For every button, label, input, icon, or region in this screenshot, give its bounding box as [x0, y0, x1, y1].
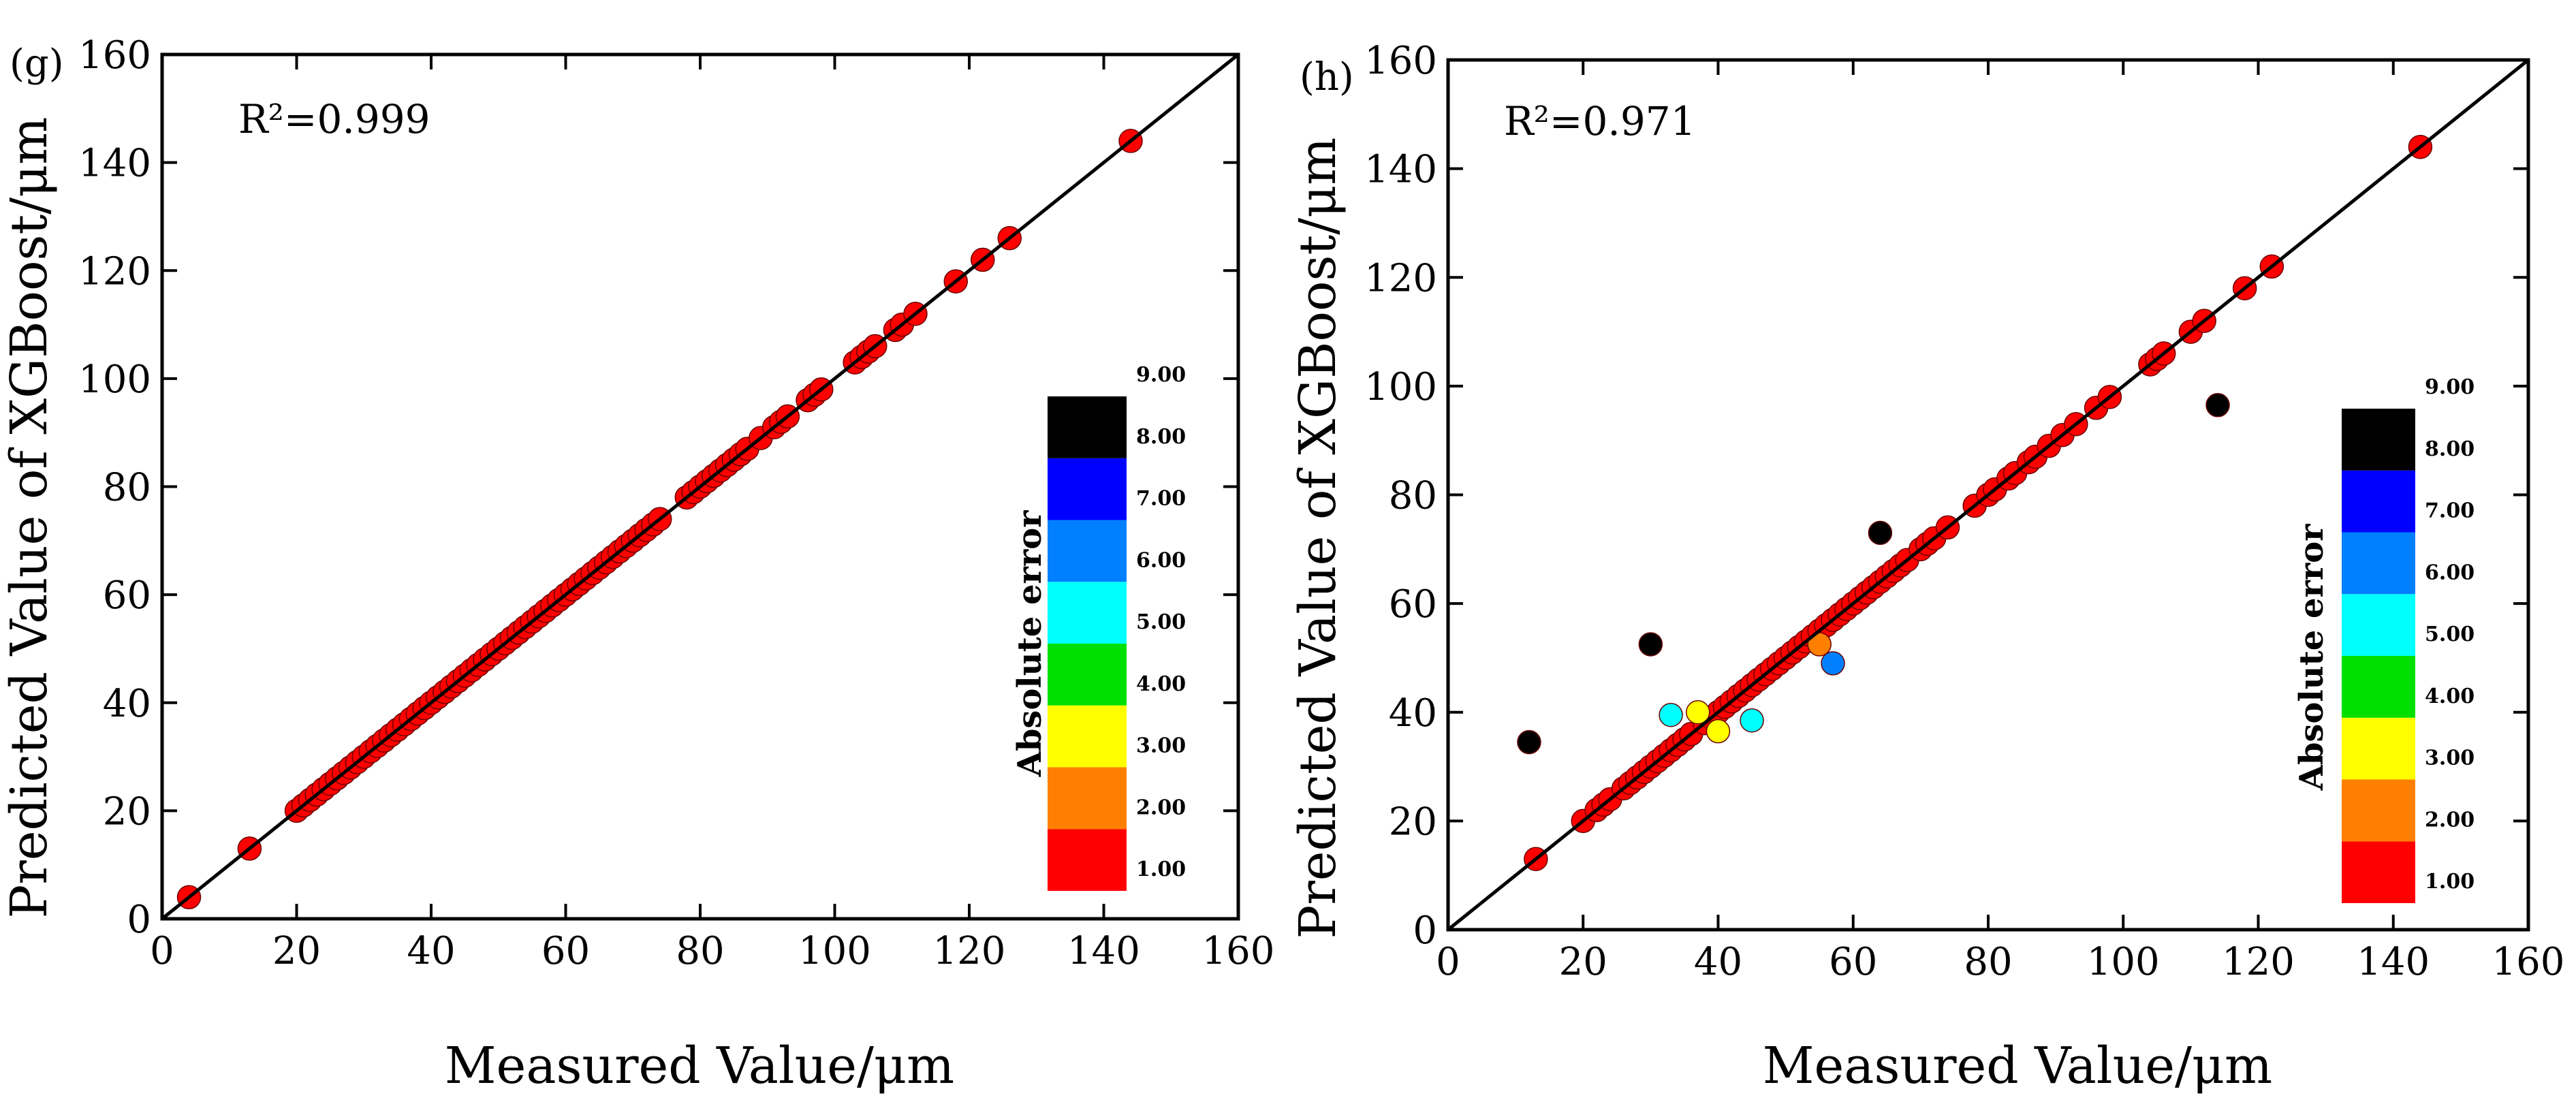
panel-h-x-tick-label: 0: [1436, 940, 1460, 984]
panel-g-ticks: 0 20 40 60 80 100 120 140 160 0 20 40 60 80 100 120 140 1…: [78, 33, 1274, 973]
panel-g-colorbar-segment: [1048, 582, 1127, 644]
panel-g-colorbar-segment: [1048, 767, 1127, 830]
panel-g-colorbar-label: 8.00: [1136, 425, 1186, 449]
panel-g-colorbar-label: 9.00: [1136, 363, 1186, 387]
panel-g-x-tick-label: 80: [676, 929, 724, 973]
panel-h: 0 20 40 60 80 100 120 140 160 0 20 40 60 80 100 120 140 1…: [1289, 39, 2564, 1095]
panel-h-x-axis-title: Measured Value/μm: [1763, 1037, 2272, 1095]
panel-h-colorbar-label: 3.00: [2425, 746, 2475, 770]
panel-h-label: (h): [1300, 55, 1354, 99]
panel-h-ticks: 0 20 40 60 80 100 120 140 160 0 20 40 60 80 100 120 140 1…: [1364, 39, 2564, 984]
panel-h-x-tick-label: 40: [1694, 940, 1742, 984]
panel-h-x-tick-label: 160: [2492, 940, 2565, 984]
panel-g-colorbar-label: 5.00: [1136, 610, 1186, 634]
panel-h-colorbar-label: 8.00: [2425, 437, 2475, 461]
panel-h-colorbar-segment: [2342, 779, 2415, 842]
panel-g-x-tick-label: 60: [541, 929, 590, 973]
panel-g-y-tick-label: 20: [103, 789, 151, 834]
panel-g-colorbar-segment: [1048, 705, 1127, 768]
panel-g-colorbar-label: 1.00: [1136, 857, 1186, 881]
panel-h-colorbar-segment: [2342, 532, 2415, 595]
panel-h-y-tick-label: 80: [1389, 474, 1437, 518]
panel-h-y-tick-label: 60: [1389, 582, 1437, 627]
panel-h-x-tick-label: 80: [1964, 940, 2012, 984]
panel-g-label: (g): [10, 42, 64, 86]
panel-h-colorbar-segment: [2342, 841, 2415, 903]
panel-g-colorbar-segment: [1048, 396, 1127, 458]
panel-h-y-tick-label: 20: [1389, 800, 1437, 844]
panel-h-colorbar-segment: [2342, 656, 2415, 718]
panel-h-y-tick-label: 120: [1364, 256, 1437, 300]
panel-h-colorbar-label: 1.00: [2425, 870, 2475, 894]
panel-h-colorbar-title: Absolute error: [2293, 524, 2331, 791]
panel-h-colorbar-segment: [2342, 409, 2415, 471]
panel-g-colorbar-label: 7.00: [1136, 487, 1186, 511]
panel-h-data-point: [1821, 651, 1845, 676]
panel-h-colorbar-segment: [2342, 594, 2415, 656]
panel-g-x-tick-label: 20: [272, 929, 321, 973]
panel-h-colorbar-label: 2.00: [2425, 808, 2475, 832]
panel-h-y-tick-label: 160: [1364, 39, 1437, 83]
panel-g-colorbar-label: 4.00: [1136, 672, 1186, 696]
panel-g-colorbar-segment: [1048, 829, 1127, 891]
panel-g-colorbar-title: Absolute error: [1011, 510, 1049, 778]
panel-g-x-tick-label: 100: [798, 929, 871, 973]
panel-g-y-tick-label: 0: [127, 898, 151, 942]
panel-g-x-tick-label: 140: [1067, 929, 1140, 973]
panel-h-colorbar-label: 9.00: [2425, 375, 2475, 399]
panel-h-y-axis-title: Predicted Value of XGBoost/μm: [1289, 138, 1347, 939]
panel-g-x-axis-title: Measured Value/μm: [445, 1037, 954, 1095]
panel-h-colorbar-label: 7.00: [2425, 499, 2475, 523]
panel-g-x-tick-label: 120: [933, 929, 1006, 973]
panel-h-x-tick-label: 60: [1829, 940, 1877, 984]
panel-h-reference-line: [1447, 59, 2530, 931]
panel-h-colorbar-label: 4.00: [2425, 684, 2475, 708]
panel-g-x-tick-label: 0: [150, 929, 174, 973]
panel-h-data-point: [1638, 632, 1663, 657]
panel-h-data-point: [1659, 702, 1683, 727]
panel-h-x-tick-label: 120: [2222, 940, 2295, 984]
panel-h-y-tick-label: 100: [1364, 365, 1437, 409]
panel-h-data-point: [1740, 708, 1764, 733]
panel-g-x-tick-label: 160: [1202, 929, 1275, 973]
panel-g-y-tick-label: 120: [78, 249, 151, 294]
panel-g: 0 20 40 60 80 100 120 140 160 0 20 40 60 80 100 120 140 1…: [0, 33, 1274, 1095]
panel-h-colorbar-segment: [2342, 717, 2415, 780]
panel-g-colorbar-segment: [1048, 520, 1127, 582]
panel-h-data-point: [1868, 520, 1893, 546]
panel-h-data-point: [1706, 719, 1731, 744]
panel-g-colorbar-label: 2.00: [1136, 796, 1186, 819]
panel-h-x-tick-label: 20: [1559, 940, 1607, 984]
panel-h-r-squared: R²=0.971: [1504, 98, 1696, 144]
panel-g-y-tick-label: 140: [78, 142, 151, 186]
panel-h-x-tick-label: 140: [2357, 940, 2430, 984]
panel-g-y-axis-title: Predicted Value of XGBoost/μm: [0, 117, 59, 919]
panel-h-x-tick-label: 100: [2087, 940, 2160, 984]
panel-g-x-tick-label: 40: [407, 929, 455, 973]
panel-h-colorbar-label: 5.00: [2425, 623, 2475, 646]
panel-h-y-tick-label: 140: [1364, 148, 1437, 192]
panel-h-y-tick-label: 40: [1389, 691, 1437, 736]
panel-h-data-point: [1686, 700, 1710, 725]
panel-g-colorbar-label: 3.00: [1136, 734, 1186, 758]
panel-g-y-tick-label: 100: [78, 358, 151, 402]
panel-h-data-point: [2205, 393, 2230, 418]
panel-h-colorbar: 1.00 2.00 3.00 4.00 5.00 6.00 7.00 8.00 9.00: [2342, 375, 2475, 903]
panel-g-y-tick-label: 160: [78, 33, 151, 78]
panel-h-colorbar-label: 6.00: [2425, 561, 2475, 584]
panel-h-data-point: [1517, 729, 1541, 755]
panel-g-r-squared: R²=0.999: [238, 96, 430, 142]
panel-g-y-tick-label: 60: [103, 573, 151, 618]
panel-g-colorbar: 1.00 2.00 3.00 4.00 5.00 6.00 7.00 8.00 9.00: [1048, 363, 1186, 891]
panel-h-y-tick-label: 0: [1413, 909, 1437, 953]
panel-g-y-tick-label: 80: [103, 466, 151, 510]
panel-g-colorbar-segment: [1048, 644, 1127, 706]
panel-g-reference-line: [161, 53, 1240, 920]
panel-g-y-tick-label: 40: [103, 682, 151, 726]
panel-g-colorbar-label: 6.00: [1136, 548, 1186, 572]
panel-g-colorbar-segment: [1048, 458, 1127, 520]
panel-h-colorbar-segment: [2342, 470, 2415, 533]
